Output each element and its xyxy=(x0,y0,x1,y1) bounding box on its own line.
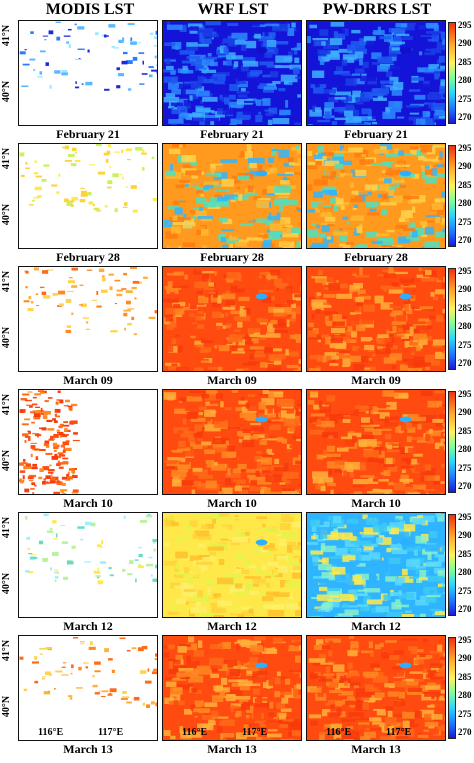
colorbar-tick: 280 xyxy=(458,444,472,455)
latitude-label: 41°N xyxy=(1,393,13,416)
colorbar xyxy=(448,268,456,370)
colorbar-tick: 290 xyxy=(458,38,472,49)
colorbar-tick: 295 xyxy=(458,512,472,522)
latitude-label: 40°N xyxy=(1,449,13,472)
date-caption: March 09 xyxy=(351,373,401,387)
colorbar-tick: 285 xyxy=(458,548,472,559)
latitude-label: 41°N xyxy=(1,24,13,47)
date-caption: February 28 xyxy=(56,250,120,264)
colorbar-tick: 290 xyxy=(458,284,472,295)
map-panel-modis-1 xyxy=(18,143,158,249)
colorbar-tick: 295 xyxy=(458,266,472,276)
latitude-label: 40°N xyxy=(1,80,13,103)
header-wrf: WRF LST xyxy=(197,1,269,18)
map-panel-wrf-3 xyxy=(162,389,302,495)
colorbar-tick: 270 xyxy=(458,481,472,491)
map-panel-wrf-1 xyxy=(162,143,302,249)
colorbar-tick: 295 xyxy=(458,389,472,399)
latitude-label: 40°N xyxy=(1,572,13,595)
colorbar-tick: 280 xyxy=(458,321,472,332)
colorbar xyxy=(448,514,456,616)
latitude-label: 40°N xyxy=(1,203,13,226)
colorbar-tick: 275 xyxy=(458,93,472,104)
map-panel-pwdrrs-0 xyxy=(306,20,446,126)
map-panel-modis-4 xyxy=(18,512,158,618)
header-pwdrrs: PW-DRRS LST xyxy=(322,1,432,18)
colorbar-tick: 290 xyxy=(458,161,472,172)
colorbar-tick: 270 xyxy=(458,727,472,737)
colorbar-tick: 285 xyxy=(458,179,472,190)
date-caption: March 09 xyxy=(207,373,257,387)
map-panel-pwdrrs-5 xyxy=(306,635,446,741)
map-panel-wrf-5 xyxy=(162,635,302,741)
date-caption: February 21 xyxy=(56,127,120,141)
colorbar xyxy=(448,391,456,493)
map-panel-modis-0 xyxy=(18,20,158,126)
date-caption: March 12 xyxy=(207,619,257,633)
colorbar-tick: 295 xyxy=(458,20,472,30)
date-caption: February 28 xyxy=(200,250,264,264)
latitude-label: 40°N xyxy=(1,326,13,349)
colorbar-tick: 280 xyxy=(458,198,472,209)
map-panel-modis-3 xyxy=(18,389,158,495)
date-caption: March 12 xyxy=(351,619,401,633)
colorbar-tick: 280 xyxy=(458,567,472,578)
map-panel-modis-5 xyxy=(18,635,158,741)
colorbar-tick: 295 xyxy=(458,635,472,645)
date-caption: February 21 xyxy=(200,127,264,141)
colorbar-tick: 270 xyxy=(458,112,472,122)
date-caption: March 13 xyxy=(351,742,401,756)
longitude-label: 117°E xyxy=(386,727,412,738)
date-caption: March 12 xyxy=(63,619,113,633)
date-caption: March 13 xyxy=(63,742,113,756)
date-caption: March 09 xyxy=(63,373,113,387)
map-panel-wrf-4 xyxy=(162,512,302,618)
map-panel-pwdrrs-4 xyxy=(306,512,446,618)
colorbar xyxy=(448,22,456,124)
map-panel-pwdrrs-3 xyxy=(306,389,446,495)
colorbar-tick: 295 xyxy=(458,143,472,153)
colorbar-tick: 290 xyxy=(458,407,472,418)
longitude-label: 117°E xyxy=(242,727,268,738)
map-panel-modis-2 xyxy=(18,266,158,372)
map-panel-wrf-2 xyxy=(162,266,302,372)
latitude-label: 41°N xyxy=(1,270,13,293)
colorbar-tick: 275 xyxy=(458,708,472,719)
date-caption: March 10 xyxy=(63,496,113,510)
colorbar-tick: 270 xyxy=(458,604,472,614)
date-caption: March 13 xyxy=(207,742,257,756)
date-caption: February 28 xyxy=(344,250,408,264)
date-caption: February 21 xyxy=(344,127,408,141)
colorbar-tick: 285 xyxy=(458,56,472,67)
colorbar-tick: 280 xyxy=(458,75,472,86)
latitude-label: 40°N xyxy=(1,695,13,718)
colorbar-tick: 285 xyxy=(458,425,472,436)
latitude-label: 41°N xyxy=(1,516,13,539)
colorbar-tick: 285 xyxy=(458,302,472,313)
longitude-label: 116°E xyxy=(182,727,208,738)
colorbar xyxy=(448,145,456,247)
longitude-label: 117°E xyxy=(98,727,124,738)
colorbar-tick: 290 xyxy=(458,530,472,541)
colorbar-tick: 290 xyxy=(458,653,472,664)
colorbar-tick: 280 xyxy=(458,690,472,701)
longitude-label: 116°E xyxy=(326,727,352,738)
header-modis: MODIS LST xyxy=(45,1,135,18)
map-panel-pwdrrs-1 xyxy=(306,143,446,249)
colorbar-tick: 285 xyxy=(458,671,472,682)
map-panel-wrf-0 xyxy=(162,20,302,126)
latitude-label: 41°N xyxy=(1,147,13,170)
colorbar-tick: 275 xyxy=(458,462,472,473)
colorbar-tick: 270 xyxy=(458,358,472,368)
colorbar xyxy=(448,637,456,739)
date-caption: March 10 xyxy=(207,496,257,510)
colorbar-tick: 275 xyxy=(458,216,472,227)
date-caption: March 10 xyxy=(351,496,401,510)
map-panel-pwdrrs-2 xyxy=(306,266,446,372)
colorbar-tick: 270 xyxy=(458,235,472,245)
colorbar-tick: 275 xyxy=(458,339,472,350)
latitude-label: 41°N xyxy=(1,639,13,662)
colorbar-tick: 275 xyxy=(458,585,472,596)
longitude-label: 116°E xyxy=(38,727,64,738)
